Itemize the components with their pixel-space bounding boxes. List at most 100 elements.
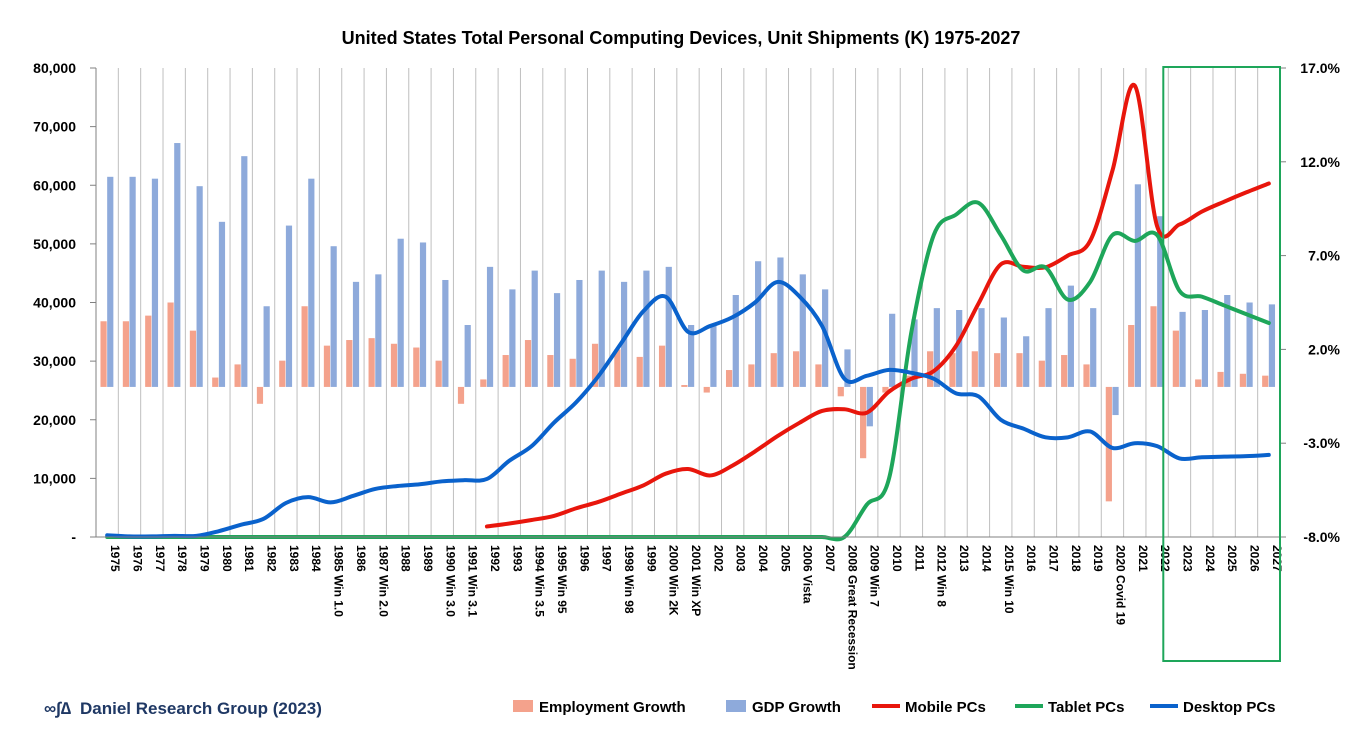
bar-gdp-growth bbox=[688, 325, 695, 387]
bar-employment-growth bbox=[569, 358, 576, 387]
bar-employment-growth bbox=[1061, 355, 1068, 387]
bar-employment-growth bbox=[1016, 353, 1023, 387]
x-tick-label: 2014 bbox=[979, 545, 993, 572]
x-tick-label: 1997 bbox=[600, 545, 614, 572]
x-tick-label: 1985 Win 1.0 bbox=[332, 545, 346, 617]
bar-employment-growth bbox=[547, 355, 554, 387]
bar-employment-growth bbox=[368, 338, 375, 387]
y-left-tick-label: 80,000 bbox=[33, 60, 76, 76]
forecast-highlight-rect bbox=[1162, 66, 1282, 662]
bar-gdp-growth bbox=[598, 270, 605, 387]
x-tick-label: 1976 bbox=[131, 545, 145, 572]
bar-employment-growth bbox=[882, 386, 889, 393]
bar-gdp-growth bbox=[911, 319, 918, 387]
x-tick-label: 1989 bbox=[421, 545, 435, 572]
x-tick-label: 2000 Win 2K bbox=[667, 545, 681, 616]
bar-employment-growth bbox=[100, 321, 107, 387]
legend: Employment Growth GDP Growth Mobile PCs Tab… bbox=[513, 699, 1276, 716]
bar-gdp-growth bbox=[889, 313, 896, 387]
legend-label-mobile-pcs: Mobile PCs bbox=[905, 699, 986, 716]
bar-employment-growth bbox=[815, 364, 822, 387]
x-tick-label: 2010 bbox=[890, 545, 904, 572]
bar-gdp-growth bbox=[643, 270, 650, 387]
bar-employment-growth bbox=[994, 353, 1001, 387]
bar-employment-growth bbox=[1083, 364, 1090, 387]
x-tick-label: 1978 bbox=[175, 545, 189, 572]
bar-gdp-growth bbox=[710, 325, 717, 387]
bar-employment-growth bbox=[1195, 379, 1202, 387]
x-tick-label: 2009 Win 7 bbox=[868, 545, 882, 607]
x-tick-label: 1984 bbox=[309, 545, 323, 572]
bar-gdp-growth bbox=[665, 266, 672, 387]
y-left-tick-label: 10,000 bbox=[33, 470, 76, 486]
legend-label-employment-growth: Employment Growth bbox=[539, 699, 686, 716]
bar-employment-growth bbox=[1128, 325, 1135, 387]
bar-gdp-growth bbox=[174, 143, 181, 387]
bar-employment-growth bbox=[145, 315, 152, 387]
bar-gdp-growth bbox=[129, 176, 136, 387]
bar-employment-growth bbox=[748, 364, 755, 387]
bar-gdp-growth bbox=[107, 176, 114, 387]
x-tick-label: 2019 bbox=[1091, 545, 1105, 572]
x-tick-label: 1992 bbox=[488, 545, 502, 572]
x-tick-label: 2024 bbox=[1203, 545, 1217, 572]
bar-gdp-growth bbox=[799, 274, 806, 387]
legend-label-desktop-pcs: Desktop PCs bbox=[1183, 699, 1276, 716]
bar-gdp-growth bbox=[419, 242, 427, 387]
bar-gdp-growth bbox=[822, 289, 829, 387]
bar-employment-growth bbox=[234, 364, 241, 387]
bar-gdp-growth bbox=[486, 266, 494, 387]
bar-employment-growth bbox=[122, 321, 130, 387]
legend-label-gdp-growth: GDP Growth bbox=[752, 699, 841, 716]
x-tick-label: 2008 Great Recession bbox=[845, 545, 859, 670]
x-tick-label: 2015 Win 10 bbox=[1002, 545, 1016, 614]
bar-gdp-growth bbox=[285, 225, 293, 387]
bar-gdp-growth bbox=[1134, 184, 1141, 387]
bar-employment-growth bbox=[949, 353, 956, 387]
brand-text: Daniel Research Group (2023) bbox=[80, 699, 322, 718]
x-tick-label: 1982 bbox=[265, 545, 279, 572]
bar-gdp-growth bbox=[196, 186, 203, 387]
bar-gdp-growth bbox=[1090, 308, 1097, 387]
brand-symbol: ∞∫∆ bbox=[44, 699, 72, 718]
bars bbox=[100, 143, 1276, 502]
bar-employment-growth bbox=[457, 386, 465, 404]
x-tick-label: 2004 bbox=[756, 545, 770, 572]
bar-employment-growth bbox=[502, 355, 509, 387]
bar-gdp-growth bbox=[1023, 336, 1030, 387]
x-tick-label: 1994 Win 3.5 bbox=[533, 545, 547, 617]
bar-gdp-growth bbox=[732, 295, 739, 387]
x-tick-label: 2001 Win XP bbox=[689, 545, 703, 616]
x-tick-label: 1991 Win 3.1 bbox=[466, 545, 480, 617]
bar-employment-growth bbox=[301, 306, 308, 387]
bar-employment-growth bbox=[636, 356, 643, 387]
bar-employment-growth bbox=[591, 343, 599, 387]
bar-gdp-growth bbox=[330, 246, 337, 387]
legend-swatch-gdp-growth bbox=[726, 700, 746, 712]
bar-employment-growth bbox=[837, 386, 844, 397]
x-tick-label: 1979 bbox=[198, 545, 212, 572]
x-tick-label: 2006 Vista bbox=[801, 545, 815, 604]
bar-gdp-growth bbox=[241, 156, 248, 387]
x-tick-label: 1990 Win 3.0 bbox=[443, 545, 457, 617]
x-tick-label: 1993 bbox=[510, 545, 524, 572]
bar-employment-growth bbox=[1262, 375, 1269, 387]
bar-employment-growth bbox=[256, 386, 264, 404]
x-tick-label: 1999 bbox=[644, 545, 658, 572]
x-tick-label: 2011 bbox=[912, 545, 926, 571]
bar-gdp-growth bbox=[956, 310, 963, 387]
x-tick-label: 1998 Win 98 bbox=[622, 545, 636, 614]
legend-swatch-employment-growth bbox=[513, 700, 533, 712]
bar-gdp-growth bbox=[375, 274, 382, 387]
bar-employment-growth bbox=[614, 349, 621, 387]
bar-gdp-growth bbox=[1201, 310, 1209, 387]
bar-gdp-growth bbox=[553, 293, 561, 387]
y-left-tick-label: 40,000 bbox=[33, 295, 76, 311]
bar-gdp-growth bbox=[1045, 308, 1052, 387]
bar-employment-growth bbox=[390, 343, 398, 387]
y-left-tick-label: 70,000 bbox=[33, 119, 76, 135]
axes: - 10,000 20,000 30,000 40,000 50,000 60,000 70,… bbox=[33, 60, 1340, 670]
x-tick-label: 1996 bbox=[577, 545, 591, 572]
bar-employment-growth bbox=[770, 353, 777, 387]
